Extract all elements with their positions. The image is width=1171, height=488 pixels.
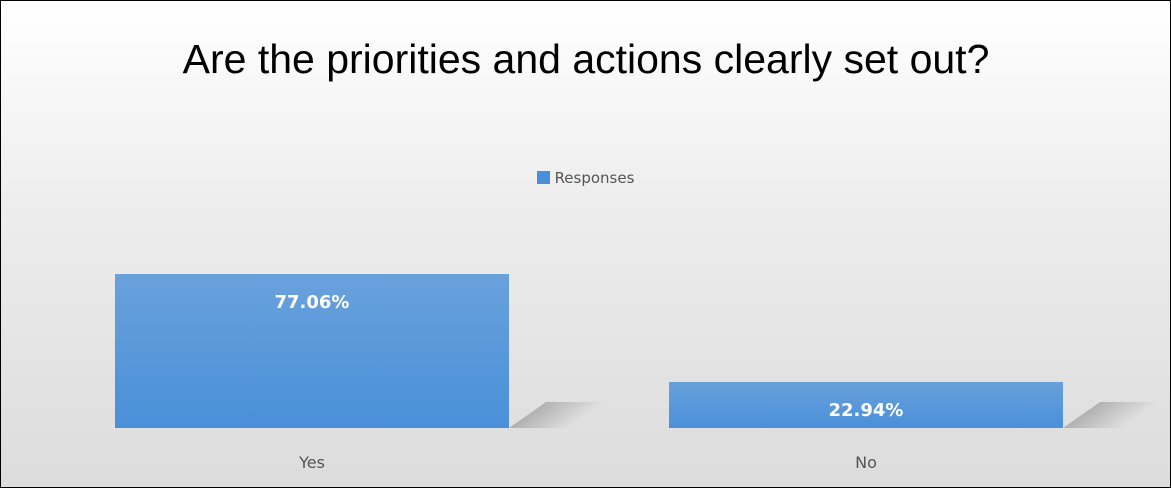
- data-label: 22.94%: [828, 400, 904, 422]
- x-tick-label: Yes: [299, 453, 325, 472]
- data-label: 77.06%: [274, 291, 350, 313]
- legend: Responses: [1, 169, 1170, 187]
- legend-swatch: [536, 171, 550, 184]
- bar-shadow: [509, 402, 607, 428]
- bar: [115, 273, 509, 428]
- x-tick-label: No: [855, 453, 877, 472]
- bar-shadow: [1063, 402, 1161, 428]
- legend-label: Responses: [554, 169, 635, 187]
- bar: [669, 382, 1063, 428]
- chart-title: Are the priorities and actions clearly s…: [182, 36, 990, 82]
